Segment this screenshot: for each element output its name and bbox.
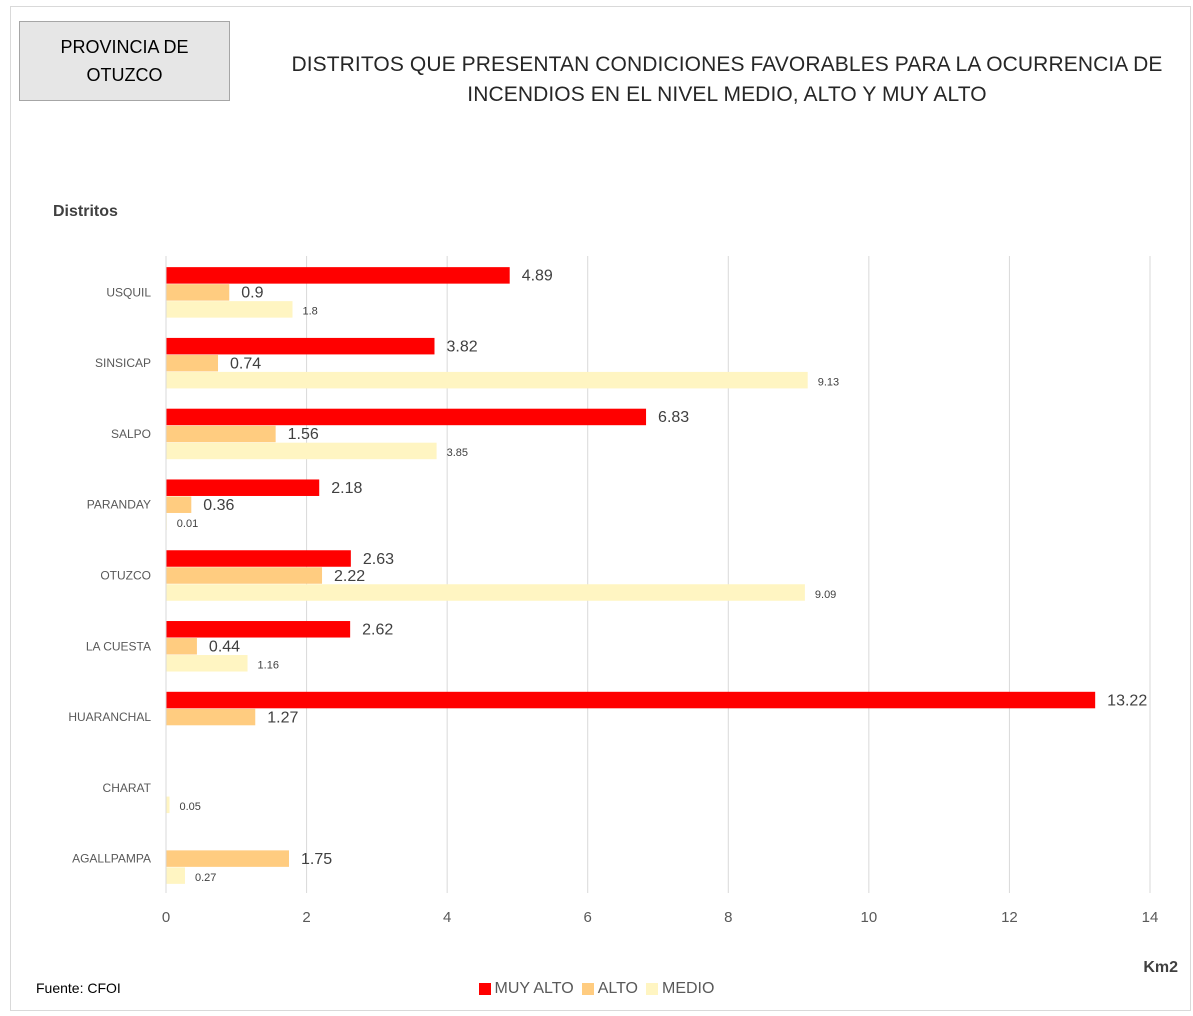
- category-label-sinsicap: SINSICAP: [95, 356, 151, 370]
- data-label-alto-la-cuesta: 0.44: [209, 639, 240, 656]
- data-label-alto-usquil: 0.9: [241, 285, 263, 302]
- legend-label-alto: ALTO: [597, 980, 638, 997]
- data-label-alto-otuzco: 2.22: [334, 568, 365, 585]
- bar-alto-huaranchal: [166, 708, 256, 726]
- bar-medio-charat: [166, 796, 170, 814]
- y-axis-title: Distritos: [53, 203, 118, 220]
- category-label-la-cuesta: LA CUESTA: [86, 639, 151, 653]
- category-label-salpo: SALPO: [111, 427, 151, 441]
- legend-label-medio: MEDIO: [662, 980, 715, 997]
- category-label-paranday: PARANDAY: [87, 498, 151, 512]
- bars: [166, 267, 1096, 884]
- bar-medio-otuzco: [166, 584, 805, 601]
- x-tick-label-2: 2: [302, 909, 310, 926]
- legend-item-muy-alto: MUY ALTO: [478, 980, 574, 998]
- data-label-medio-usquil: 1.8: [303, 306, 318, 318]
- legend-swatch-muy-alto: [478, 983, 491, 995]
- bar-alto-otuzco: [166, 567, 323, 584]
- legend: MUY ALTO ALTO MEDIO: [0, 980, 1193, 1000]
- chart-title: DISTRITOS QUE PRESENTAN CONDICIONES FAVO…: [262, 50, 1192, 110]
- data-label-muy-alto-paranday: 2.18: [331, 480, 362, 497]
- x-tick-label-12: 12: [1001, 909, 1018, 926]
- category-label-huaranchal: HUARANCHAL: [68, 710, 151, 724]
- bar-medio-agallpampa: [166, 867, 185, 884]
- chart-title-line1: DISTRITOS QUE PRESENTAN CONDICIONES FAVO…: [291, 53, 1163, 76]
- data-label-medio-salpo: 3.85: [447, 447, 468, 459]
- data-label-muy-alto-usquil: 4.89: [522, 268, 553, 285]
- bar-muy-alto-paranday: [166, 479, 320, 496]
- bar-alto-usquil: [166, 284, 230, 301]
- category-label-usquil: USQUIL: [106, 285, 151, 299]
- bar-medio-la-cuesta: [166, 655, 248, 672]
- x-tick-label-10: 10: [861, 909, 878, 926]
- bar-muy-alto-otuzco: [166, 550, 351, 567]
- data-label-alto-salpo: 1.56: [288, 426, 319, 443]
- x-tick-label-4: 4: [443, 909, 451, 926]
- data-label-alto-sinsicap: 0.74: [230, 355, 261, 372]
- axes: 0 2 4 6 8 10 12 14 USQUIL SINSICAP SALPO PARANDAY OT…: [68, 256, 1158, 926]
- x-tick-label-8: 8: [724, 909, 732, 926]
- legend-item-medio: MEDIO: [646, 980, 714, 998]
- bar-muy-alto-huaranchal: [166, 691, 1096, 709]
- bar-medio-salpo: [166, 442, 437, 460]
- chart-frame: [10, 6, 1191, 1011]
- bar-medio-usquil: [166, 301, 293, 318]
- x-axis-title: Km2: [1143, 959, 1178, 976]
- data-labels: 4.89 0.9 1.8 3.82 0.74 9.13 6.83 1.56 3.85 2.18 0.…: [177, 268, 1148, 884]
- data-label-medio-sinsicap: 9.13: [818, 376, 839, 388]
- data-label-medio-otuzco: 9.09: [815, 589, 836, 601]
- bar-muy-alto-usquil: [166, 267, 510, 284]
- province-label-line2: OTUZCO: [86, 65, 163, 85]
- bar-alto-agallpampa: [166, 850, 289, 867]
- data-label-muy-alto-otuzco: 2.63: [363, 551, 394, 568]
- category-label-agallpampa: AGALLPAMPA: [72, 852, 151, 866]
- category-label-otuzco: OTUZCO: [100, 569, 151, 583]
- data-label-alto-agallpampa: 1.75: [301, 851, 332, 868]
- category-label-charat: CHARAT: [103, 781, 152, 795]
- data-label-medio-la-cuesta: 1.16: [258, 660, 279, 672]
- bar-muy-alto-la-cuesta: [166, 621, 351, 638]
- data-label-muy-alto-huaranchal: 13.22: [1107, 692, 1147, 709]
- bar-alto-sinsicap: [166, 354, 219, 372]
- source-note: Fuente: CFOI: [36, 980, 121, 996]
- x-tick-label-0: 0: [162, 909, 170, 926]
- bar-muy-alto-sinsicap: [166, 337, 435, 355]
- data-label-alto-huaranchal: 1.27: [267, 709, 298, 726]
- bar-medio-sinsicap: [166, 371, 808, 389]
- legend-swatch-medio: [646, 983, 658, 995]
- province-label-line1: PROVINCIA DE: [60, 37, 189, 57]
- bar-alto-la-cuesta: [166, 638, 197, 655]
- x-tick-label-14: 14: [1142, 909, 1159, 926]
- data-label-medio-charat: 0.05: [180, 801, 201, 813]
- bar-alto-salpo: [166, 425, 276, 443]
- data-label-muy-alto-sinsicap: 3.82: [446, 338, 477, 355]
- data-label-muy-alto-salpo: 6.83: [658, 409, 689, 426]
- data-label-muy-alto-la-cuesta: 2.62: [362, 622, 393, 639]
- bar-alto-paranday: [166, 496, 192, 513]
- legend-item-alto: ALTO: [581, 980, 638, 998]
- x-tick-label-6: 6: [584, 909, 592, 926]
- data-label-medio-agallpampa: 0.27: [195, 872, 216, 884]
- bar-muy-alto-salpo: [166, 408, 647, 426]
- chart-title-line2: INCENDIOS EN EL NIVEL MEDIO, ALTO Y MUY …: [467, 83, 987, 106]
- legend-label-muy-alto: MUY ALTO: [494, 980, 574, 997]
- data-label-medio-paranday: 0.01: [177, 518, 198, 530]
- data-label-alto-paranday: 0.36: [203, 497, 234, 514]
- province-box: PROVINCIA DE OTUZCO: [19, 21, 230, 101]
- legend-swatch-alto: [581, 983, 594, 995]
